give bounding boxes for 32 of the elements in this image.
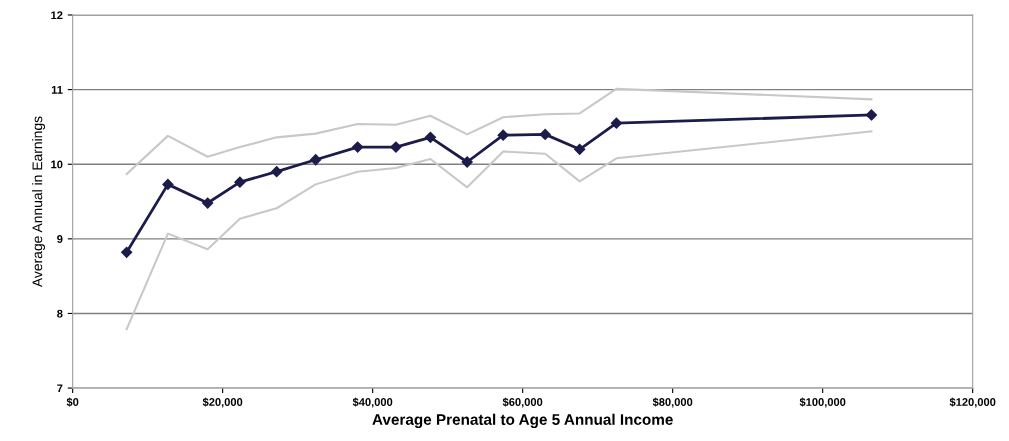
y-tick-label: 12 <box>51 11 63 20</box>
point <box>539 128 551 140</box>
line-series <box>125 130 873 331</box>
y-tick-label: 10 <box>51 160 63 169</box>
point <box>497 129 509 141</box>
point <box>424 131 437 143</box>
y-tick-label: 8 <box>57 309 63 318</box>
y-tick-label: 11 <box>51 85 63 94</box>
point <box>610 117 623 129</box>
x-tick-label: $40,000 <box>352 397 393 408</box>
point <box>202 197 214 209</box>
point <box>234 176 246 188</box>
point <box>121 246 133 258</box>
x-tick-label: $100,000 <box>799 397 846 408</box>
point <box>352 141 364 153</box>
x-tick-label: $60,000 <box>502 397 543 408</box>
x-tick-label: $0 <box>66 397 79 407</box>
y-axis-title: Average Annual in Earnings <box>32 116 46 288</box>
x-tick-label: $120,000 <box>949 397 996 408</box>
y-tick-label: 7 <box>57 384 63 393</box>
x-axis-title: Average Prenatal to Age 5 Annual Income <box>372 413 673 429</box>
point <box>271 166 283 178</box>
point <box>390 141 402 153</box>
point <box>865 109 878 121</box>
point <box>461 156 473 168</box>
point <box>162 178 174 190</box>
point <box>574 143 586 155</box>
x-tick-label: $20,000 <box>202 397 243 408</box>
y-tick-label: 9 <box>57 235 63 243</box>
line-series <box>125 87 873 175</box>
x-tick-label: $80,000 <box>652 397 693 408</box>
point <box>310 154 322 166</box>
